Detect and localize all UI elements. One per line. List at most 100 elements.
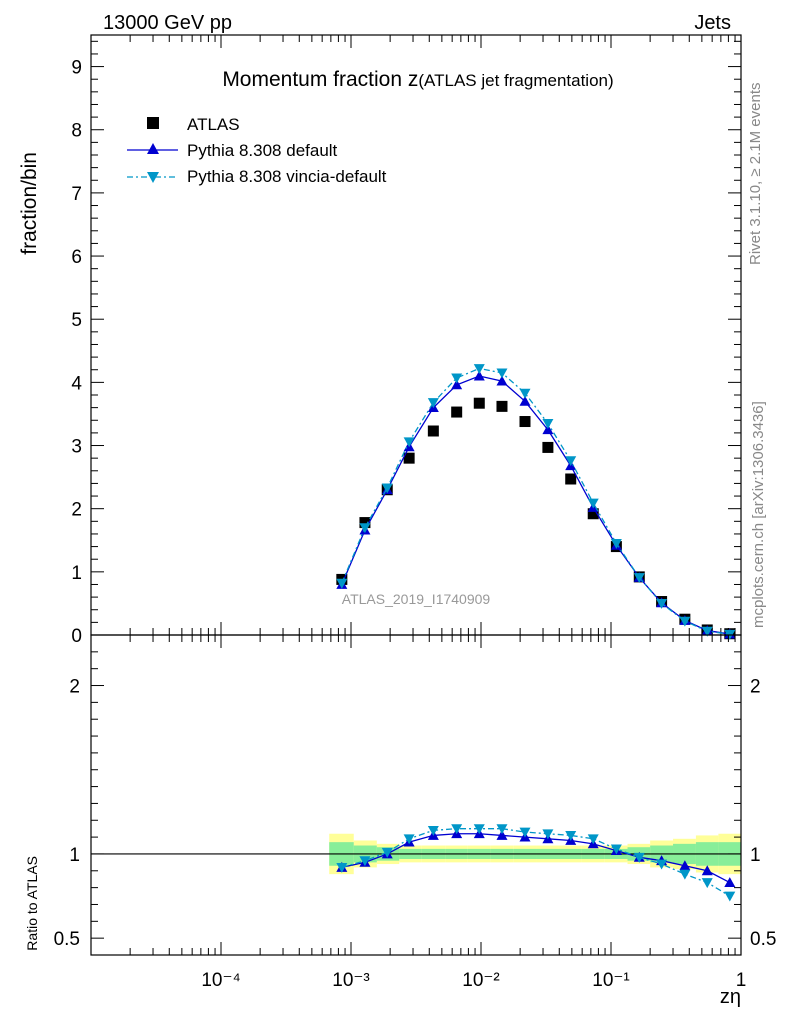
main-ytick-label: 1 bbox=[71, 563, 82, 584]
vincia-point bbox=[496, 368, 508, 379]
x-tick-label: 1 bbox=[736, 970, 747, 991]
category-label: Jets bbox=[694, 12, 731, 34]
legend-label-default: Pythia 8.308 default bbox=[187, 141, 338, 160]
main-ytick-label: 4 bbox=[71, 373, 82, 394]
ratio-default-point bbox=[496, 829, 508, 840]
vincia-point bbox=[451, 373, 463, 384]
ratio-vincia-point bbox=[656, 859, 668, 870]
main-ytick-label: 2 bbox=[71, 500, 82, 521]
default-point bbox=[451, 379, 463, 390]
main-ytick-label: 7 bbox=[71, 184, 82, 205]
x-tick-label: 10⁻³ bbox=[332, 970, 370, 991]
atlas-point bbox=[451, 406, 463, 418]
ratio-line-pythia-8-308-vincia-default bbox=[341, 828, 731, 897]
atlas-point bbox=[519, 416, 531, 428]
default-point bbox=[473, 370, 485, 381]
ratio-vincia-point bbox=[610, 844, 622, 855]
x-axis-label: zη bbox=[720, 986, 741, 1008]
vincia-point bbox=[519, 388, 531, 399]
vincia-point bbox=[656, 599, 668, 609]
ratio-frame bbox=[90, 634, 742, 956]
ratio-vincia-point bbox=[519, 827, 531, 838]
x-tick-label: 10⁻¹ bbox=[592, 970, 630, 991]
ratio-ytick-label: 1 bbox=[69, 845, 80, 866]
main-ytick-label: 3 bbox=[71, 437, 82, 458]
ratio-vincia-point bbox=[633, 852, 645, 863]
main-ytick-label: 0 bbox=[71, 626, 82, 647]
ratio-vincia-point bbox=[701, 878, 713, 889]
vincia-point bbox=[633, 573, 645, 584]
ratio-vincia-point bbox=[587, 834, 599, 845]
default-point bbox=[542, 424, 554, 435]
main-panel: 0 1 2 3 4 5 6 7 8 9 bbox=[71, 34, 742, 647]
vincia-point bbox=[679, 616, 691, 627]
rivet-label: Rivet 3.1.10, ≥ 2.1M events bbox=[747, 83, 764, 266]
vincia-point bbox=[542, 419, 554, 429]
vincia-point bbox=[473, 364, 485, 374]
x-tick-label: 10⁻² bbox=[462, 970, 500, 991]
ratio-vincia-point bbox=[427, 825, 439, 836]
mcplots-label: mcplots.cern.ch [arXiv:1306.3436] bbox=[750, 401, 767, 628]
legend-marker-atlas bbox=[147, 117, 159, 129]
legend-marker-vincia bbox=[147, 172, 159, 183]
ratio-vincia-point bbox=[496, 824, 508, 835]
legend-marker-default bbox=[147, 143, 159, 154]
title-group: Momentum fraction z(ATLAS jet fragmentat… bbox=[222, 68, 613, 91]
legend-label-atlas: ATLAS bbox=[187, 115, 240, 134]
atlas-point bbox=[565, 473, 577, 485]
main-ytick-label: 9 bbox=[71, 58, 82, 79]
energy-label: 13000 GeV pp bbox=[103, 12, 232, 34]
main-ytick-label: 5 bbox=[71, 310, 82, 331]
ratio-ytick-label: 0.5 bbox=[54, 929, 80, 950]
x-tick-label: 10⁻⁴ bbox=[201, 970, 240, 991]
vincia-point bbox=[381, 483, 393, 494]
ratio-ytick-label-right: 2 bbox=[750, 677, 761, 698]
ratio-panel: 0.5 0.5 1 1 2 2 bbox=[54, 634, 776, 956]
ratio-vincia-point bbox=[724, 891, 736, 902]
vincia-point bbox=[701, 626, 713, 637]
ratio-vincia-point bbox=[679, 869, 691, 880]
vincia-point bbox=[336, 578, 348, 589]
x-tick-labels: 10⁻⁴ 10⁻³ 10⁻² 10⁻¹ 1 bbox=[201, 970, 746, 991]
chart-title: Momentum fraction z(ATLAS jet fragmentat… bbox=[222, 68, 613, 91]
ratio-vincia-point bbox=[565, 831, 577, 841]
legend: ATLAS Pythia 8.308 default Pythia 8.308 … bbox=[127, 115, 387, 186]
ratio-vincia-point bbox=[473, 824, 485, 835]
atlas-point bbox=[542, 441, 554, 453]
ratio-default-point bbox=[679, 860, 691, 871]
ratio-vincia-point bbox=[381, 847, 393, 858]
default-point bbox=[519, 395, 531, 406]
ratio-vincia-point bbox=[359, 856, 371, 867]
ratio-ytick-label-right: 1 bbox=[750, 845, 761, 866]
atlas-point bbox=[496, 400, 508, 412]
vincia-point bbox=[565, 456, 577, 467]
ratio-ytick-label-right: 0.5 bbox=[750, 929, 776, 950]
atlas-point bbox=[403, 452, 415, 464]
ratio-ytick-label: 2 bbox=[69, 677, 80, 698]
main-ytick-label: 6 bbox=[71, 247, 82, 268]
vincia-point bbox=[427, 398, 439, 409]
ratio-default-point bbox=[701, 865, 713, 876]
main-ytick-label: 8 bbox=[71, 121, 82, 142]
watermark: ATLAS_2019_I1740909 bbox=[342, 591, 491, 607]
atlas-point bbox=[427, 425, 439, 437]
vincia-point bbox=[610, 539, 622, 549]
vincia-point bbox=[403, 437, 415, 448]
atlas-point bbox=[473, 397, 485, 409]
vincia-point bbox=[359, 523, 371, 534]
chart-title-sub: (ATLAS jet fragmentation) bbox=[418, 71, 613, 90]
atlas-point bbox=[359, 517, 371, 529]
ratio-vincia-point bbox=[451, 824, 463, 835]
atlas-point bbox=[587, 508, 599, 520]
default-point bbox=[496, 375, 508, 386]
ratio-ylabel: Ratio to ATLAS bbox=[24, 856, 40, 951]
ratio-vincia-point bbox=[336, 863, 348, 873]
vincia-point bbox=[587, 498, 599, 509]
legend-label-vincia: Pythia 8.308 vincia-default bbox=[187, 167, 387, 186]
ratio-default-point bbox=[724, 877, 736, 887]
main-ylabel: fraction/bin bbox=[18, 152, 41, 255]
ratio-vincia-point bbox=[403, 834, 415, 845]
ratio-vincia-point bbox=[542, 829, 554, 840]
chart-title-main: Momentum fraction z bbox=[222, 68, 418, 91]
